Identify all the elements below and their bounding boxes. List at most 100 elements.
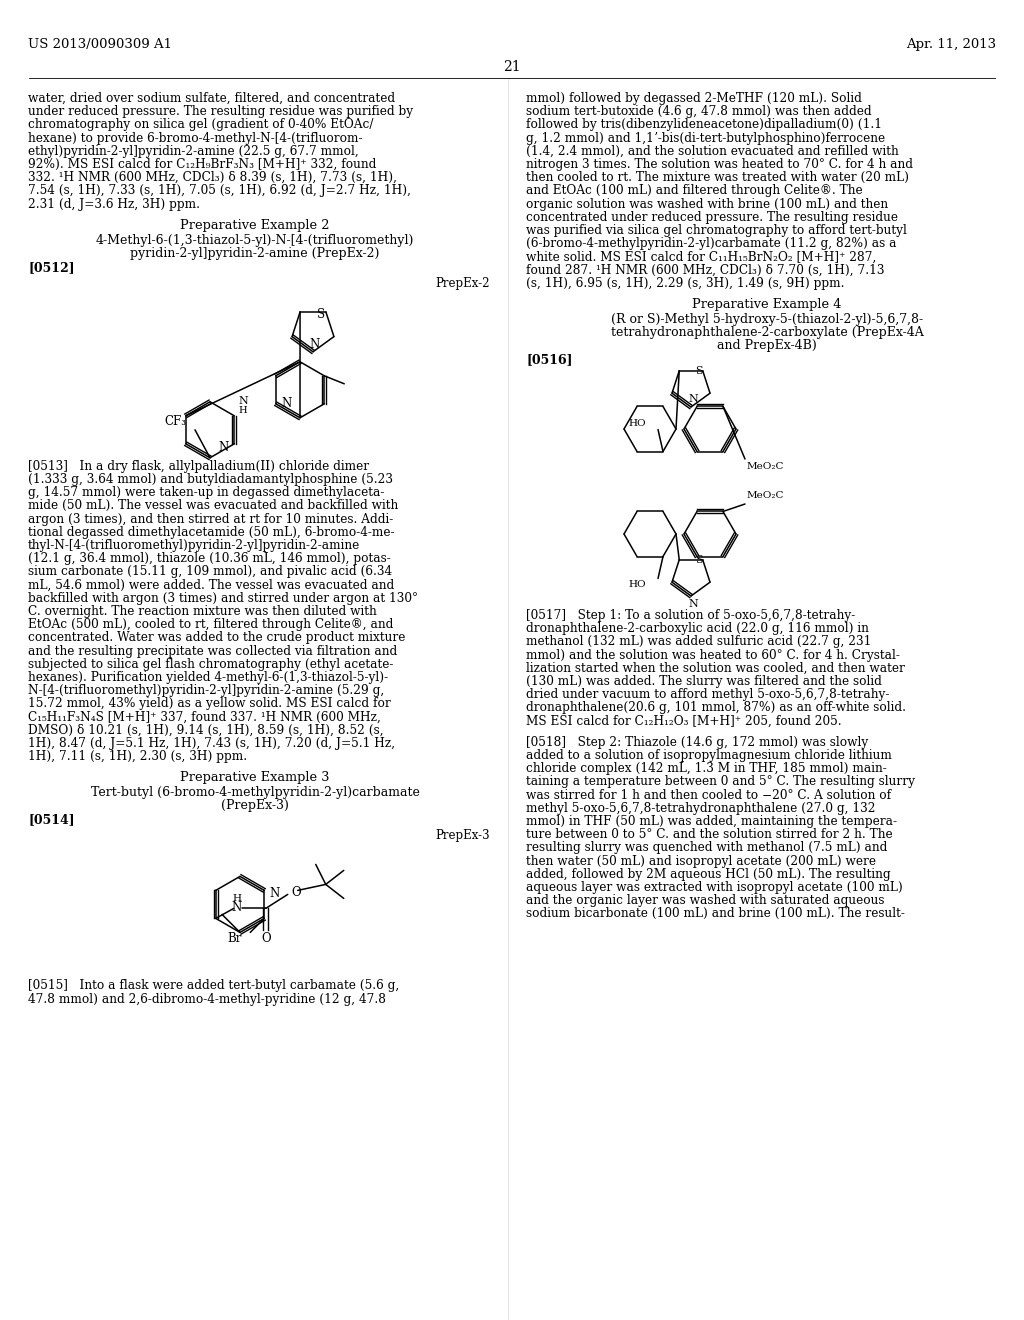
Text: (PrepEx-3): (PrepEx-3) xyxy=(221,800,289,812)
Text: N: N xyxy=(310,338,321,351)
Text: mL, 54.6 mmol) were added. The vessel was evacuated and: mL, 54.6 mmol) were added. The vessel wa… xyxy=(28,578,394,591)
Text: then water (50 mL) and isopropyl acetate (200 mL) were: then water (50 mL) and isopropyl acetate… xyxy=(526,854,876,867)
Text: 4-Methyl-6-(1,3-thiazol-5-yl)-N-[4-(trifluoromethyl): 4-Methyl-6-(1,3-thiazol-5-yl)-N-[4-(trif… xyxy=(96,234,414,247)
Text: added to a solution of isopropylmagnesium chloride lithium: added to a solution of isopropylmagnesiu… xyxy=(526,748,892,762)
Text: white solid. MS ESI calcd for C₁₁H₁₅BrN₂O₂ [M+H]⁺ 287,: white solid. MS ESI calcd for C₁₁H₁₅BrN₂… xyxy=(526,251,877,264)
Text: [0518]   Step 2: Thiazole (14.6 g, 172 mmol) was slowly: [0518] Step 2: Thiazole (14.6 g, 172 mmo… xyxy=(526,735,868,748)
Text: was purified via silica gel chromatography to afford tert-butyl: was purified via silica gel chromatograp… xyxy=(526,224,907,238)
Text: found 287. ¹H NMR (600 MHz, CDCl₃) δ 7.70 (s, 1H), 7.13: found 287. ¹H NMR (600 MHz, CDCl₃) δ 7.7… xyxy=(526,264,885,277)
Text: Preparative Example 4: Preparative Example 4 xyxy=(692,298,842,312)
Text: and EtOAc (100 mL) and filtered through Celite®. The: and EtOAc (100 mL) and filtered through … xyxy=(526,185,862,198)
Text: PrepEx-2: PrepEx-2 xyxy=(435,277,490,290)
Text: C. overnight. The reaction mixture was then diluted with: C. overnight. The reaction mixture was t… xyxy=(28,605,377,618)
Text: tetrahydronaphthalene-2-carboxylate (PrepEx-4A: tetrahydronaphthalene-2-carboxylate (Pre… xyxy=(610,326,924,339)
Text: 2.31 (d, J=3.6 Hz, 3H) ppm.: 2.31 (d, J=3.6 Hz, 3H) ppm. xyxy=(28,198,200,211)
Text: 21: 21 xyxy=(503,59,521,74)
Text: water, dried over sodium sulfate, filtered, and concentrated: water, dried over sodium sulfate, filter… xyxy=(28,92,395,106)
Text: PrepEx-3: PrepEx-3 xyxy=(435,829,490,842)
Text: H: H xyxy=(232,894,242,903)
Text: [0515]   Into a flask were added tert-butyl carbamate (5.6 g,: [0515] Into a flask were added tert-buty… xyxy=(28,979,399,993)
Text: (s, 1H), 6.95 (s, 1H), 2.29 (s, 3H), 1.49 (s, 9H) ppm.: (s, 1H), 6.95 (s, 1H), 2.29 (s, 3H), 1.4… xyxy=(526,277,845,290)
Text: (130 mL) was added. The slurry was filtered and the solid: (130 mL) was added. The slurry was filte… xyxy=(526,675,882,688)
Text: MS ESI calcd for C₁₂H₁₂O₃ [M+H]⁺ 205, found 205.: MS ESI calcd for C₁₂H₁₂O₃ [M+H]⁺ 205, fo… xyxy=(526,714,842,727)
Text: H: H xyxy=(239,407,247,416)
Text: mmol) and the solution was heated to 60° C. for 4 h. Crystal-: mmol) and the solution was heated to 60°… xyxy=(526,648,900,661)
Text: tional degassed dimethylacetamide (50 mL), 6-bromo-4-me-: tional degassed dimethylacetamide (50 mL… xyxy=(28,525,394,539)
Text: concentrated under reduced pressure. The resulting residue: concentrated under reduced pressure. The… xyxy=(526,211,898,224)
Text: O: O xyxy=(261,932,270,945)
Text: (1.4, 2.4 mmol), and the solution evacuated and refilled with: (1.4, 2.4 mmol), and the solution evacua… xyxy=(526,145,899,158)
Text: 15.72 mmol, 43% yield) as a yellow solid. MS ESI calcd for: 15.72 mmol, 43% yield) as a yellow solid… xyxy=(28,697,391,710)
Text: 92%). MS ESI calcd for C₁₂H₉BrF₃N₃ [M+H]⁺ 332, found: 92%). MS ESI calcd for C₁₂H₉BrF₃N₃ [M+H]… xyxy=(28,158,377,172)
Text: organic solution was washed with brine (100 mL) and then: organic solution was washed with brine (… xyxy=(526,198,888,211)
Text: MeO₂C: MeO₂C xyxy=(746,462,784,471)
Text: (12.1 g, 36.4 mmol), thiazole (10.36 mL, 146 mmol), potas-: (12.1 g, 36.4 mmol), thiazole (10.36 mL,… xyxy=(28,552,391,565)
Text: nitrogen 3 times. The solution was heated to 70° C. for 4 h and: nitrogen 3 times. The solution was heate… xyxy=(526,158,913,172)
Text: hexane) to provide 6-bromo-4-methyl-N-[4-(trifluorom-: hexane) to provide 6-bromo-4-methyl-N-[4… xyxy=(28,132,362,145)
Text: N-[4-(trifluoromethyl)pyridin-2-yl]pyridin-2-amine (5.29 g,: N-[4-(trifluoromethyl)pyridin-2-yl]pyrid… xyxy=(28,684,384,697)
Text: ture between 0 to 5° C. and the solution stirred for 2 h. The: ture between 0 to 5° C. and the solution… xyxy=(526,828,893,841)
Text: O: O xyxy=(292,886,301,899)
Text: lization started when the solution was cooled, and then water: lization started when the solution was c… xyxy=(526,661,905,675)
Text: (1.333 g, 3.64 mmol) and butyldiadamantylphosphine (5.23: (1.333 g, 3.64 mmol) and butyldiadamanty… xyxy=(28,473,393,486)
Text: S: S xyxy=(695,554,702,565)
Text: and the resulting precipitate was collected via filtration and: and the resulting precipitate was collec… xyxy=(28,644,397,657)
Text: then cooled to rt. The mixture was treated with water (20 mL): then cooled to rt. The mixture was treat… xyxy=(526,172,909,185)
Text: methanol (132 mL) was added sulfuric acid (22.7 g, 231: methanol (132 mL) was added sulfuric aci… xyxy=(526,635,871,648)
Text: N: N xyxy=(688,599,698,609)
Text: HO: HO xyxy=(629,418,646,428)
Text: pyridin-2-yl]pyridin-2-amine (PrepEx-2): pyridin-2-yl]pyridin-2-amine (PrepEx-2) xyxy=(130,247,380,260)
Text: sodium bicarbonate (100 mL) and brine (100 mL). The result-: sodium bicarbonate (100 mL) and brine (1… xyxy=(526,907,905,920)
Text: mmol) in THF (50 mL) was added, maintaining the tempera-: mmol) in THF (50 mL) was added, maintain… xyxy=(526,814,897,828)
Text: Preparative Example 2: Preparative Example 2 xyxy=(180,219,330,232)
Text: 1H), 8.47 (d, J=5.1 Hz, 1H), 7.43 (s, 1H), 7.20 (d, J=5.1 Hz,: 1H), 8.47 (d, J=5.1 Hz, 1H), 7.43 (s, 1H… xyxy=(28,737,395,750)
Text: sium carbonate (15.11 g, 109 mmol), and pivalic acid (6.34: sium carbonate (15.11 g, 109 mmol), and … xyxy=(28,565,392,578)
Text: Preparative Example 3: Preparative Example 3 xyxy=(180,771,330,784)
Text: was stirred for 1 h and then cooled to −20° C. A solution of: was stirred for 1 h and then cooled to −… xyxy=(526,788,891,801)
Text: and PrepEx-4B): and PrepEx-4B) xyxy=(717,339,817,352)
Text: 332. ¹H NMR (600 MHz, CDCl₃) δ 8.39 (s, 1H), 7.73 (s, 1H),: 332. ¹H NMR (600 MHz, CDCl₃) δ 8.39 (s, … xyxy=(28,172,397,185)
Text: N: N xyxy=(238,396,248,405)
Text: chromatography on silica gel (gradient of 0-40% EtOAc/: chromatography on silica gel (gradient o… xyxy=(28,119,374,132)
Text: N: N xyxy=(688,393,698,404)
Text: taining a temperature between 0 and 5° C. The resulting slurry: taining a temperature between 0 and 5° C… xyxy=(526,775,915,788)
Text: added, followed by 2M aqueous HCl (50 mL). The resulting: added, followed by 2M aqueous HCl (50 mL… xyxy=(526,867,891,880)
Text: and the organic layer was washed with saturated aqueous: and the organic layer was washed with sa… xyxy=(526,894,885,907)
Text: [0516]: [0516] xyxy=(526,352,572,366)
Text: 1H), 7.11 (s, 1H), 2.30 (s, 3H) ppm.: 1H), 7.11 (s, 1H), 2.30 (s, 3H) ppm. xyxy=(28,750,247,763)
Text: aqueous layer was extracted with isopropyl acetate (100 mL): aqueous layer was extracted with isoprop… xyxy=(526,880,903,894)
Text: dronaphthalene-2-carboxylic acid (22.0 g, 116 mmol) in: dronaphthalene-2-carboxylic acid (22.0 g… xyxy=(526,622,869,635)
Text: chloride complex (142 mL, 1.3 M in THF, 185 mmol) main-: chloride complex (142 mL, 1.3 M in THF, … xyxy=(526,762,887,775)
Text: N: N xyxy=(218,441,228,454)
Text: EtOAc (500 mL), cooled to rt, filtered through Celite®, and: EtOAc (500 mL), cooled to rt, filtered t… xyxy=(28,618,393,631)
Text: [0514]: [0514] xyxy=(28,813,75,826)
Text: hexanes). Purification yielded 4-methyl-6-(1,3-thiazol-5-yl)-: hexanes). Purification yielded 4-methyl-… xyxy=(28,671,388,684)
Text: MeO₂C: MeO₂C xyxy=(746,491,784,500)
Text: mmol) followed by degassed 2-MeTHF (120 mL). Solid: mmol) followed by degassed 2-MeTHF (120 … xyxy=(526,92,862,106)
Text: S: S xyxy=(316,308,325,321)
Text: 47.8 mmol) and 2,6-dibromo-4-methyl-pyridine (12 g, 47.8: 47.8 mmol) and 2,6-dibromo-4-methyl-pyri… xyxy=(28,993,386,1006)
Text: Tert-butyl (6-bromo-4-methylpyridin-2-yl)carbamate: Tert-butyl (6-bromo-4-methylpyridin-2-yl… xyxy=(90,787,420,800)
Text: dried under vacuum to afford methyl 5-oxo-5,6,7,8-tetrahy-: dried under vacuum to afford methyl 5-ox… xyxy=(526,688,890,701)
Text: N: N xyxy=(231,902,242,913)
Text: (R or S)-Methyl 5-hydroxy-5-(thiazol-2-yl)-5,6,7,8-: (R or S)-Methyl 5-hydroxy-5-(thiazol-2-y… xyxy=(611,313,923,326)
Text: resulting slurry was quenched with methanol (7.5 mL) and: resulting slurry was quenched with metha… xyxy=(526,841,888,854)
Text: dronaphthalene(20.6 g, 101 mmol, 87%) as an off-white solid.: dronaphthalene(20.6 g, 101 mmol, 87%) as… xyxy=(526,701,906,714)
Text: N: N xyxy=(282,397,292,411)
Text: g, 1.2 mmol) and 1,1ʼ-bis(di-tert-butylphosphino)ferrocene: g, 1.2 mmol) and 1,1ʼ-bis(di-tert-butylp… xyxy=(526,132,885,145)
Text: Apr. 11, 2013: Apr. 11, 2013 xyxy=(906,38,996,51)
Text: methyl 5-oxo-5,6,7,8-tetrahydronaphthalene (27.0 g, 132: methyl 5-oxo-5,6,7,8-tetrahydronaphthale… xyxy=(526,801,876,814)
Text: DMSO) δ 10.21 (s, 1H), 9.14 (s, 1H), 8.59 (s, 1H), 8.52 (s,: DMSO) δ 10.21 (s, 1H), 9.14 (s, 1H), 8.5… xyxy=(28,723,384,737)
Text: CF₃: CF₃ xyxy=(164,416,186,428)
Text: sodium tert-butoxide (4.6 g, 47.8 mmol) was then added: sodium tert-butoxide (4.6 g, 47.8 mmol) … xyxy=(526,106,871,119)
Text: g, 14.57 mmol) were taken-up in degassed dimethylaceta-: g, 14.57 mmol) were taken-up in degassed… xyxy=(28,486,384,499)
Text: N: N xyxy=(269,887,280,900)
Text: backfilled with argon (3 times) and stirred under argon at 130°: backfilled with argon (3 times) and stir… xyxy=(28,591,418,605)
Text: concentrated. Water was added to the crude product mixture: concentrated. Water was added to the cru… xyxy=(28,631,406,644)
Text: C₁₅H₁₁F₃N₄S [M+H]⁺ 337, found 337. ¹H NMR (600 MHz,: C₁₅H₁₁F₃N₄S [M+H]⁺ 337, found 337. ¹H NM… xyxy=(28,710,381,723)
Text: ethyl)pyridin-2-yl]pyridin-2-amine (22.5 g, 67.7 mmol,: ethyl)pyridin-2-yl]pyridin-2-amine (22.5… xyxy=(28,145,358,158)
Text: [0517]   Step 1: To a solution of 5-oxo-5,6,7,8-tetrahy-: [0517] Step 1: To a solution of 5-oxo-5,… xyxy=(526,609,855,622)
Text: (6-bromo-4-methylpyridin-2-yl)carbamate (11.2 g, 82%) as a: (6-bromo-4-methylpyridin-2-yl)carbamate … xyxy=(526,238,896,251)
Text: argon (3 times), and then stirred at rt for 10 minutes. Addi-: argon (3 times), and then stirred at rt … xyxy=(28,512,393,525)
Text: [0512]: [0512] xyxy=(28,261,75,273)
